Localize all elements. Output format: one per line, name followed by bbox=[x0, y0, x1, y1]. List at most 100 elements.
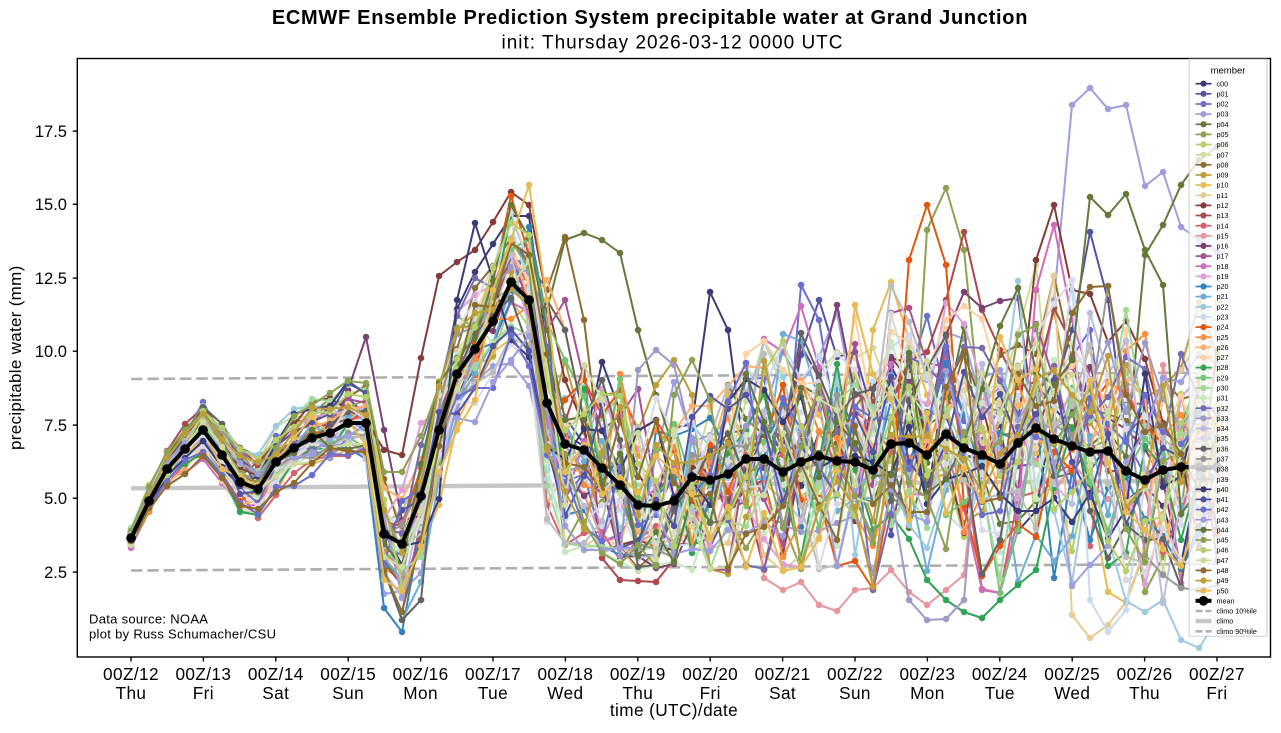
svg-text:p25: p25 bbox=[1217, 333, 1229, 342]
svg-text:Data source: NOAA: Data source: NOAA bbox=[89, 611, 208, 626]
svg-text:Thu: Thu bbox=[622, 683, 653, 703]
svg-text:p50: p50 bbox=[1217, 586, 1229, 595]
svg-text:p44: p44 bbox=[1217, 526, 1229, 535]
svg-text:p49: p49 bbox=[1217, 576, 1229, 585]
svg-text:15.0: 15.0 bbox=[35, 196, 67, 214]
svg-text:time (UTC)/date: time (UTC)/date bbox=[610, 700, 738, 720]
svg-text:00Z/13: 00Z/13 bbox=[175, 664, 231, 684]
svg-text:00Z/18: 00Z/18 bbox=[537, 664, 593, 684]
svg-text:00Z/26: 00Z/26 bbox=[1117, 664, 1173, 684]
svg-text:00Z/27: 00Z/27 bbox=[1189, 664, 1245, 684]
svg-text:10.0: 10.0 bbox=[35, 343, 67, 361]
svg-text:p02: p02 bbox=[1217, 100, 1229, 109]
svg-text:p20: p20 bbox=[1217, 282, 1229, 291]
svg-text:p06: p06 bbox=[1217, 140, 1229, 149]
svg-text:00Z/20: 00Z/20 bbox=[682, 664, 738, 684]
svg-text:17.5: 17.5 bbox=[35, 123, 67, 141]
svg-text:member: member bbox=[1211, 66, 1246, 77]
svg-text:p19: p19 bbox=[1217, 272, 1229, 281]
svg-text:p39: p39 bbox=[1217, 475, 1229, 484]
svg-text:p17: p17 bbox=[1217, 252, 1229, 261]
svg-text:p42: p42 bbox=[1217, 505, 1229, 514]
svg-text:00Z/14: 00Z/14 bbox=[248, 664, 304, 684]
svg-text:12.5: 12.5 bbox=[35, 270, 67, 288]
svg-text:00Z/23: 00Z/23 bbox=[899, 664, 955, 684]
svg-text:p12: p12 bbox=[1217, 201, 1229, 210]
svg-text:p45: p45 bbox=[1217, 536, 1229, 545]
svg-text:p46: p46 bbox=[1217, 546, 1229, 555]
svg-text:00Z/21: 00Z/21 bbox=[755, 664, 811, 684]
svg-text:2.5: 2.5 bbox=[44, 564, 67, 582]
svg-text:p01: p01 bbox=[1217, 89, 1229, 98]
svg-text:00Z/12: 00Z/12 bbox=[103, 664, 159, 684]
svg-text:p36: p36 bbox=[1217, 444, 1229, 453]
svg-text:p13: p13 bbox=[1217, 211, 1229, 220]
svg-text:p31: p31 bbox=[1217, 394, 1229, 403]
svg-text:Tue: Tue bbox=[478, 683, 508, 703]
svg-text:Fri: Fri bbox=[193, 683, 214, 703]
svg-text:p18: p18 bbox=[1217, 262, 1229, 271]
svg-text:p11: p11 bbox=[1217, 191, 1228, 200]
svg-text:climo 90%ile: climo 90%ile bbox=[1217, 627, 1257, 636]
svg-text:Thu: Thu bbox=[1129, 683, 1160, 703]
svg-text:5.0: 5.0 bbox=[44, 490, 67, 508]
svg-text:Mon: Mon bbox=[910, 683, 945, 703]
svg-text:p14: p14 bbox=[1217, 221, 1229, 230]
svg-text:p26: p26 bbox=[1217, 343, 1229, 352]
svg-text:c00: c00 bbox=[1217, 79, 1229, 88]
svg-text:p10: p10 bbox=[1217, 181, 1229, 190]
svg-text:p40: p40 bbox=[1217, 485, 1229, 494]
svg-text:Sat: Sat bbox=[262, 683, 289, 703]
svg-text:p48: p48 bbox=[1217, 566, 1229, 575]
svg-text:p34: p34 bbox=[1217, 424, 1229, 433]
svg-text:p16: p16 bbox=[1217, 242, 1229, 251]
svg-text:00Z/17: 00Z/17 bbox=[465, 664, 521, 684]
svg-text:00Z/15: 00Z/15 bbox=[320, 664, 376, 684]
svg-text:p08: p08 bbox=[1217, 160, 1229, 169]
svg-text:p38: p38 bbox=[1217, 465, 1229, 474]
svg-text:climo 10%ile: climo 10%ile bbox=[1217, 607, 1257, 616]
svg-text:00Z/19: 00Z/19 bbox=[610, 664, 666, 684]
svg-text:00Z/22: 00Z/22 bbox=[827, 664, 883, 684]
svg-text:00Z/25: 00Z/25 bbox=[1044, 664, 1100, 684]
svg-text:p35: p35 bbox=[1217, 434, 1229, 443]
svg-text:p47: p47 bbox=[1217, 556, 1229, 565]
svg-text:Mon: Mon bbox=[403, 683, 438, 703]
svg-text:Tue: Tue bbox=[985, 683, 1015, 703]
svg-text:Sun: Sun bbox=[332, 683, 364, 703]
svg-text:p23: p23 bbox=[1217, 313, 1229, 322]
svg-text:p15: p15 bbox=[1217, 231, 1229, 240]
svg-text:p37: p37 bbox=[1217, 455, 1229, 464]
svg-text:Thu: Thu bbox=[116, 683, 147, 703]
svg-text:p24: p24 bbox=[1217, 323, 1229, 332]
svg-text:precipitable water (mm): precipitable water (mm) bbox=[6, 265, 25, 450]
svg-text:init: Thursday 2026-03-12 0000: init: Thursday 2026-03-12 0000 UTC bbox=[501, 33, 843, 54]
svg-text:p03: p03 bbox=[1217, 110, 1229, 119]
svg-text:00Z/24: 00Z/24 bbox=[972, 664, 1028, 684]
svg-text:plot by Russ Schumacher/CSU: plot by Russ Schumacher/CSU bbox=[89, 627, 276, 642]
svg-text:Fri: Fri bbox=[1206, 683, 1227, 703]
svg-text:p32: p32 bbox=[1217, 404, 1229, 413]
svg-text:Sat: Sat bbox=[769, 683, 796, 703]
svg-text:p21: p21 bbox=[1217, 292, 1229, 301]
svg-text:Fri: Fri bbox=[700, 683, 721, 703]
svg-text:p33: p33 bbox=[1217, 414, 1229, 423]
svg-text:ECMWF Ensemble Prediction Syst: ECMWF Ensemble Prediction System precipi… bbox=[272, 7, 1028, 29]
svg-text:p28: p28 bbox=[1217, 363, 1229, 372]
svg-text:p41: p41 bbox=[1217, 495, 1229, 504]
svg-text:p05: p05 bbox=[1217, 130, 1229, 139]
svg-text:p09: p09 bbox=[1217, 171, 1229, 180]
svg-text:7.5: 7.5 bbox=[44, 417, 67, 435]
svg-text:p07: p07 bbox=[1217, 150, 1229, 159]
svg-text:p30: p30 bbox=[1217, 384, 1229, 393]
svg-text:p22: p22 bbox=[1217, 302, 1229, 311]
svg-text:Wed: Wed bbox=[547, 683, 583, 703]
svg-text:p29: p29 bbox=[1217, 373, 1229, 382]
svg-text:p04: p04 bbox=[1217, 120, 1229, 129]
svg-text:Sun: Sun bbox=[839, 683, 871, 703]
svg-text:climo: climo bbox=[1217, 617, 1234, 626]
svg-text:p27: p27 bbox=[1217, 353, 1229, 362]
svg-text:mean: mean bbox=[1217, 596, 1235, 605]
svg-text:Wed: Wed bbox=[1054, 683, 1090, 703]
svg-text:p43: p43 bbox=[1217, 515, 1229, 524]
